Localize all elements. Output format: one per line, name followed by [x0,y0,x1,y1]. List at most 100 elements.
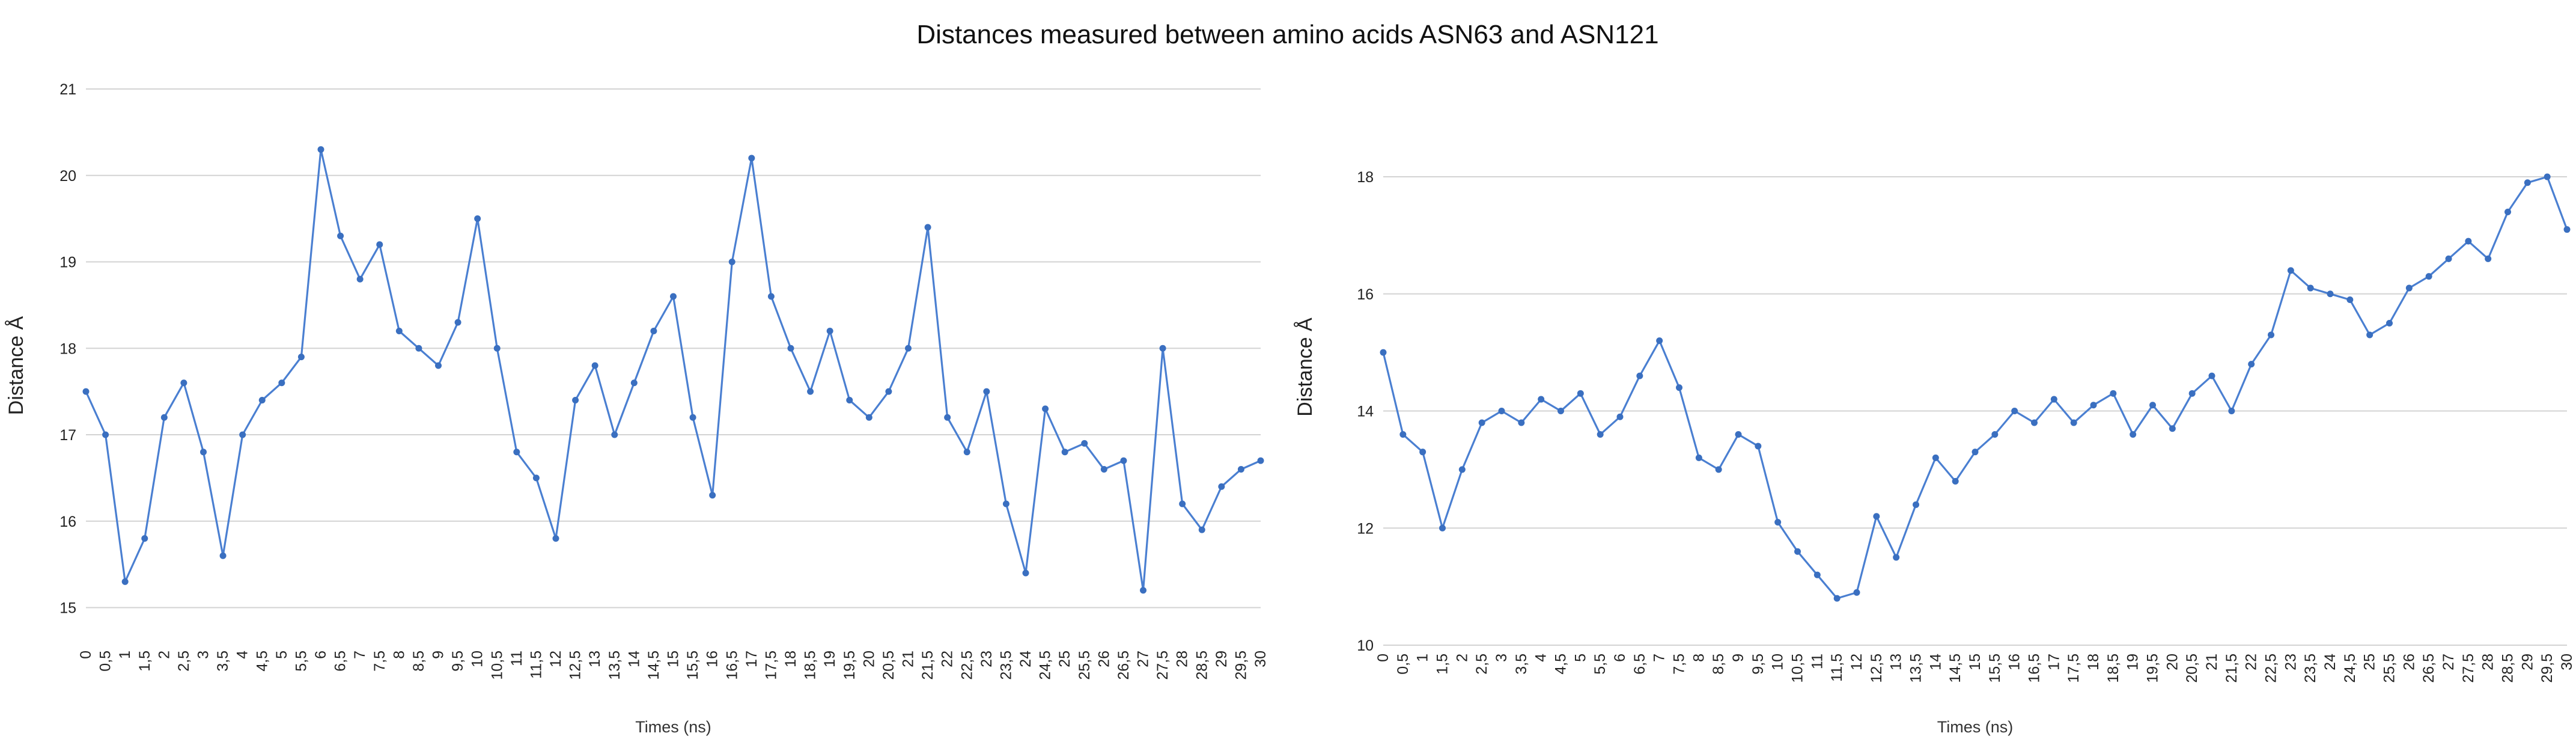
data-point [885,388,892,395]
x-tick-label: 28 [1174,651,1191,667]
y-tick-label: 16 [1357,286,1374,303]
x-tick-label: 2 [1454,654,1470,662]
data-point [748,155,755,162]
data-point [2366,331,2374,339]
x-tick-label: 25 [1056,651,1073,667]
data-point [826,328,833,334]
x-tick-label: 29 [2519,654,2536,670]
x-tick-label: 29 [1213,651,1230,667]
x-tick-label: 26,5 [2420,654,2437,683]
data-point [1656,337,1663,345]
x-tick-label: 9,5 [1750,654,1767,675]
data-point [1002,500,1009,507]
data-point [650,328,657,334]
data-point [1991,431,1999,438]
x-tick-label: 21,5 [919,651,936,680]
x-tick-label: 8 [391,651,407,659]
x-tick-label: 18,5 [802,651,819,680]
data-point [219,552,227,559]
data-point [376,241,383,248]
x-tick-label: 0,5 [97,651,114,672]
x-tick-label: 7 [1651,654,1668,662]
data-point [2287,267,2294,274]
x-tick-label: 22,5 [958,651,975,680]
x-tick-label: 17 [2045,654,2062,670]
data-point [2130,431,2137,438]
x-tick-label: 15,5 [684,651,701,680]
x-tick-label: 11,5 [528,651,544,679]
x-axis-title: Times (ns) [635,718,711,736]
data-point [2050,396,2057,403]
data-point [278,379,285,387]
y-tick-label: 15 [59,600,76,617]
data-point [807,388,814,395]
x-tick-label: 17 [743,651,760,667]
x-axis-title: Times (ns) [1937,718,2014,736]
data-point [493,345,501,352]
data-point [2070,419,2077,426]
y-tick-label: 12 [1357,520,1374,537]
data-point [1972,449,1979,456]
data-point [963,449,970,456]
x-tick-label: 18 [782,651,799,667]
x-tick-label: 16,5 [2026,654,2043,683]
x-tick-label: 8 [1690,654,1707,662]
data-point [82,388,90,395]
x-tick-label: 20,5 [880,651,897,680]
x-tick-label: 7,5 [1671,654,1688,675]
data-point [1518,419,1525,426]
x-tick-label: 22,5 [2263,654,2280,683]
data-point [337,232,344,239]
data-point [1616,413,1624,420]
x-tick-label: 21 [900,651,917,667]
series-line [85,149,1262,592]
x-tick-label: 5 [273,651,290,659]
data-point [1478,419,1485,426]
x-tick-label: 14 [1927,654,1944,670]
x-tick-label: 11 [1809,654,1825,669]
data-point [1159,345,1166,352]
x-tick-label: 18 [2085,654,2102,670]
data-point [2544,173,2551,180]
x-tick-label: 4,5 [1553,654,1570,675]
x-tick-label: 29,5 [1232,651,1249,680]
x-tick-label: 2,5 [1473,654,1490,675]
data-point [1597,431,1604,438]
data-point [121,578,129,585]
x-tick-label: 12 [547,651,564,667]
data-point [924,224,931,231]
data-point [572,397,579,403]
data-point [1833,595,1841,602]
data-point [787,345,794,352]
data-point [2307,284,2314,292]
data-point [356,275,364,283]
data-point [297,354,305,361]
data-point [2268,331,2274,339]
data-point [2405,284,2413,292]
x-tick-label: 6 [1612,654,1628,662]
data-point [689,414,696,421]
x-tick-label: 2,5 [175,651,192,672]
data-point [1932,454,1939,461]
x-tick-label: 23,5 [2302,654,2319,683]
x-tick-label: 19 [2125,654,2142,670]
x-tick-label: 28,5 [1193,651,1210,680]
data-point [1498,408,1505,415]
data-point [1257,457,1264,464]
data-point [454,319,461,326]
data-point [1557,408,1564,415]
data-point [1913,501,1919,508]
x-tick-label: 6 [312,651,329,659]
data-point [1813,571,1821,578]
x-tick-label: 13,5 [606,651,623,680]
data-point [141,535,148,542]
y-tick-label: 21 [59,81,76,98]
data-point [552,535,559,542]
data-point [2346,296,2354,304]
data-point [1676,384,1682,391]
data-point [1715,466,1722,473]
data-point [1577,390,1584,397]
data-point [2524,179,2531,186]
data-point [1198,526,1205,533]
data-point [1458,466,1466,473]
